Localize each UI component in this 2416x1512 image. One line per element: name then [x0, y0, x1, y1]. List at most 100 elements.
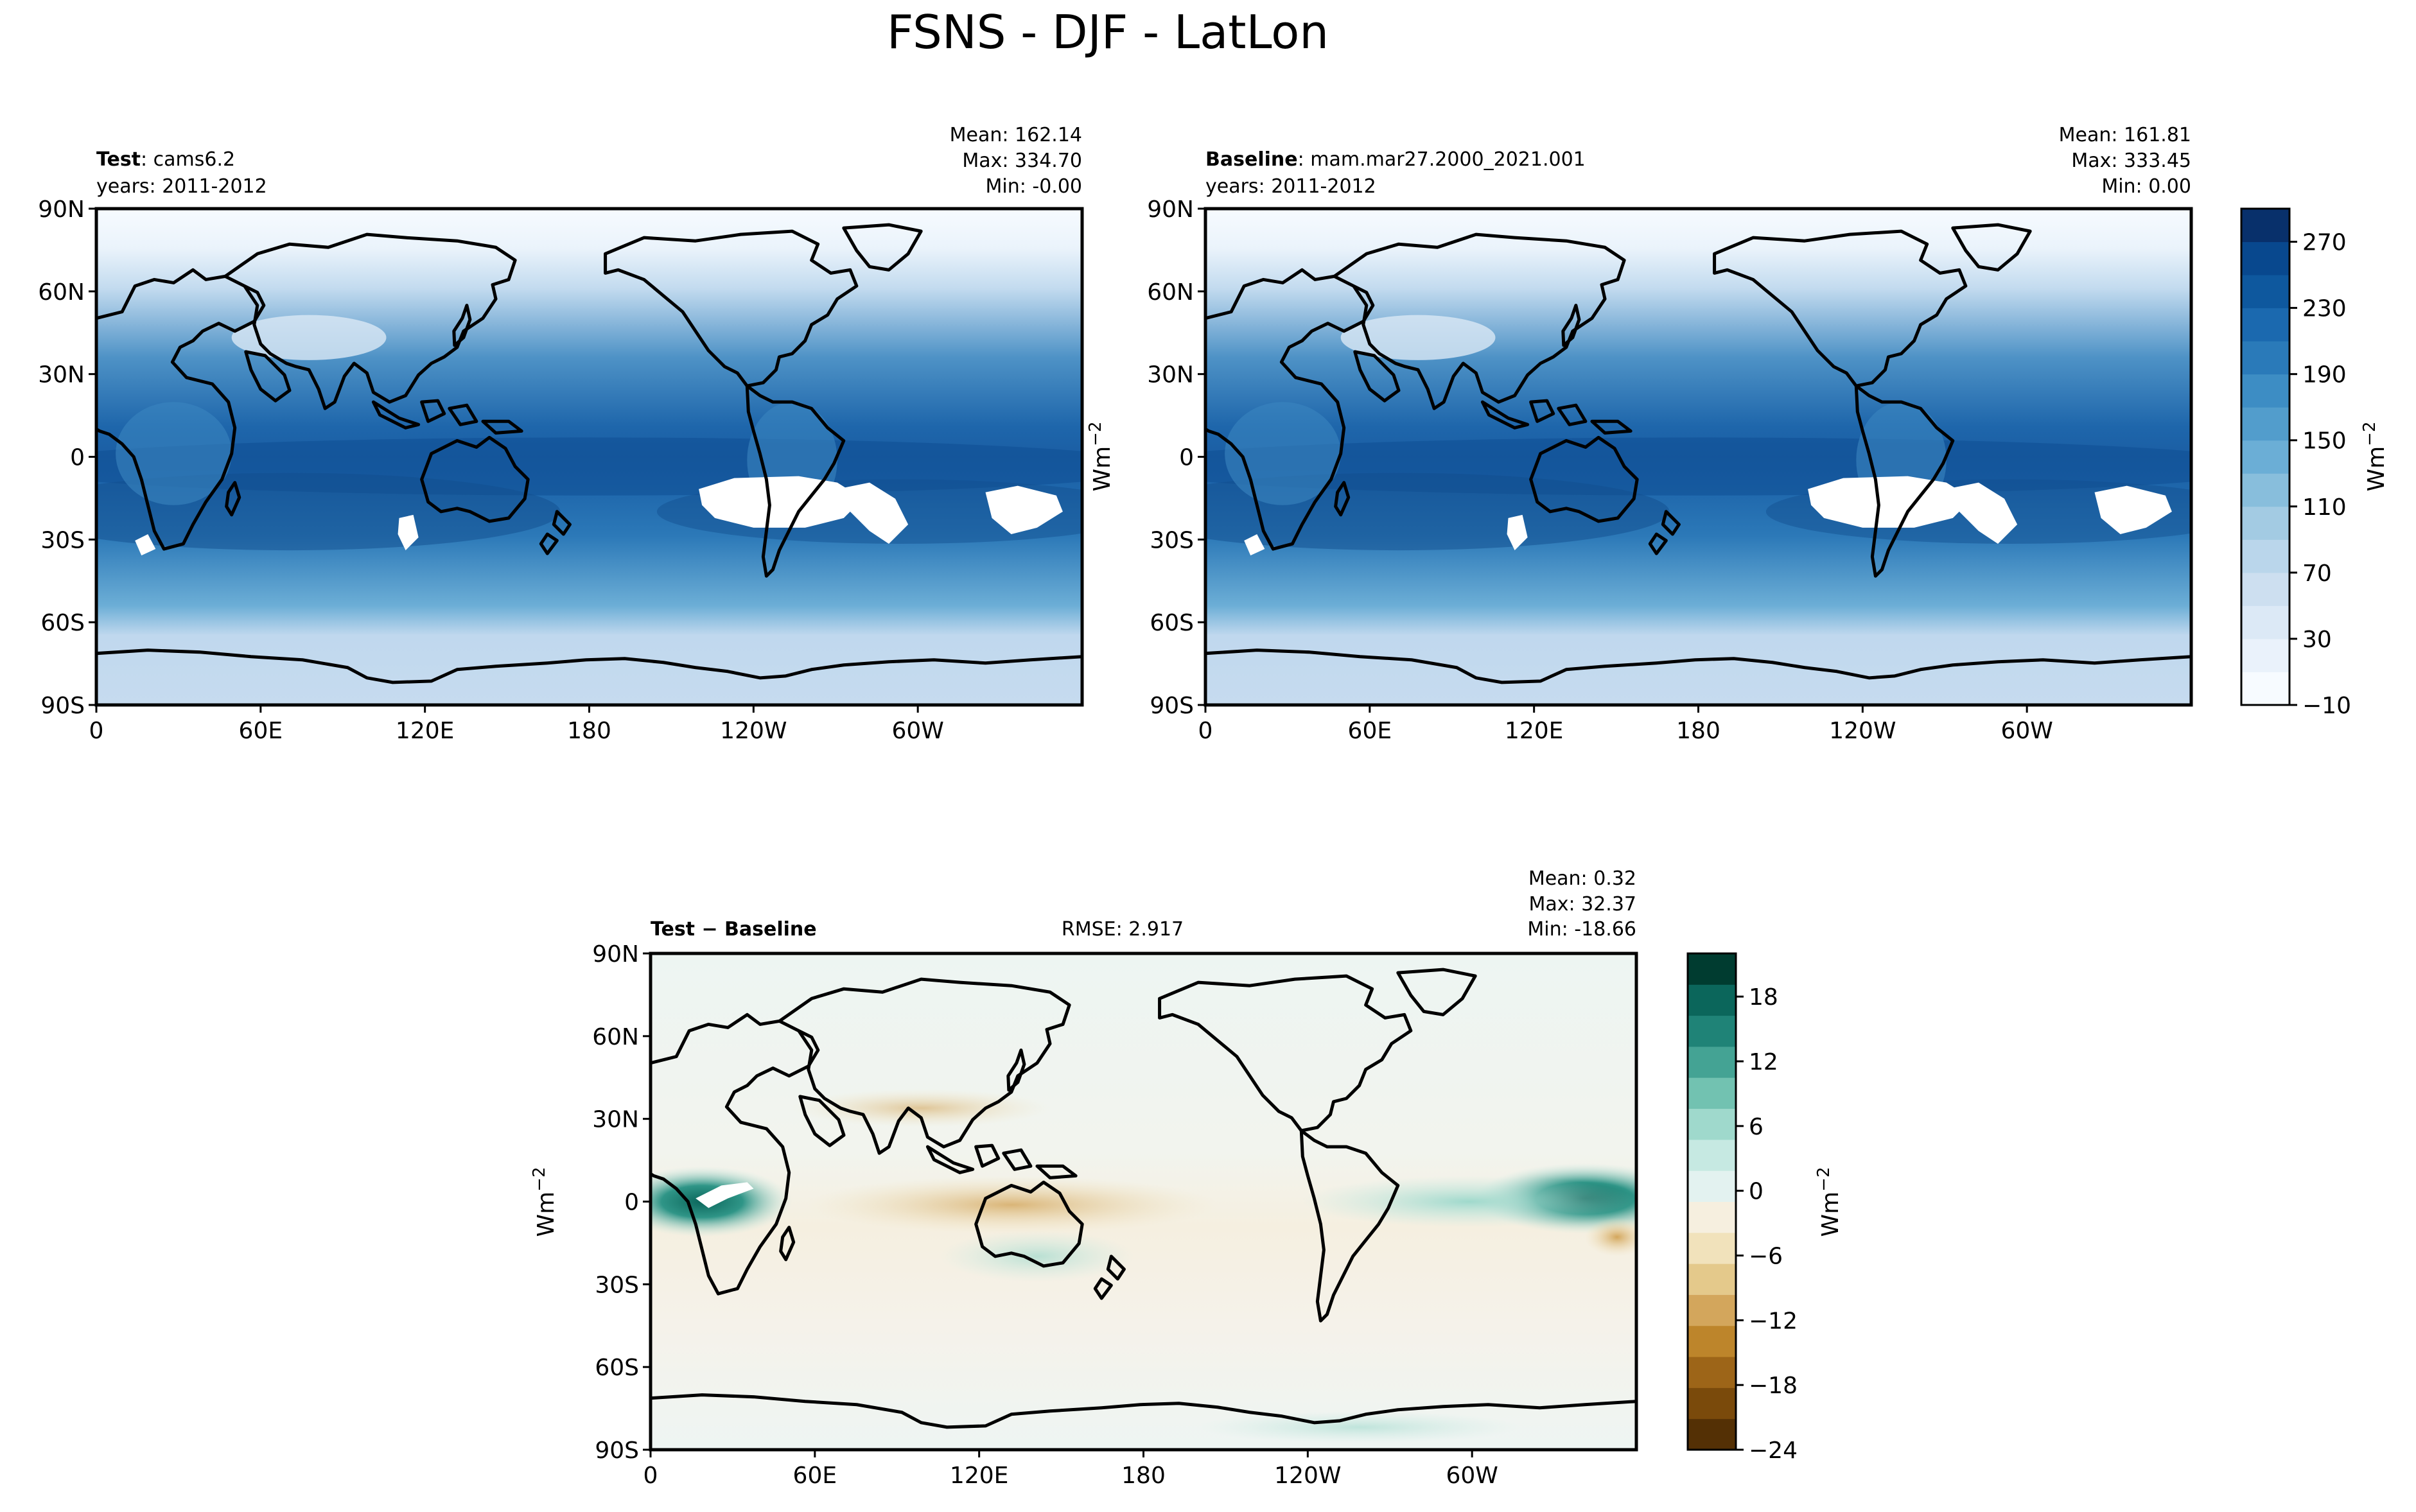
panel-diff-ytick-label: 90N	[592, 941, 639, 968]
panel-test-years: years: 2011-2012	[96, 175, 267, 198]
panel-diff-ylabel: Wm−2	[530, 1167, 559, 1237]
panel-baseline-ylabel: Wm−2	[1086, 422, 1116, 492]
panel-baseline-stat-min: Min: 0.00	[2101, 175, 2191, 198]
colorbar-diff-segment	[1688, 984, 1736, 1016]
panel-test-white-region-australia	[398, 514, 419, 551]
colorbar-main-label-base: Wm	[2363, 446, 2390, 492]
panel-diff-rmse: RMSE: 2.917	[1062, 918, 1184, 941]
colorbar-diff-segment	[1688, 1077, 1736, 1109]
colorbar-main-segment	[2241, 308, 2289, 342]
colorbar-main-segment	[2241, 407, 2289, 441]
colorbar-main-segment	[2241, 440, 2289, 474]
panel-diff-stat-min: Min: -18.66	[1527, 918, 1636, 941]
colorbar-main-label-sup: −2	[2360, 422, 2379, 446]
panel-baseline-xtick-label: 180	[1676, 718, 1720, 744]
panel-baseline-xtick-label: 60W	[2000, 718, 2053, 744]
colorbar-main-segment	[2241, 638, 2289, 672]
colorbar-main-segment	[2241, 209, 2289, 243]
colorbar-diff-segment	[1688, 1357, 1736, 1388]
panel-diff-ytick-label: 90S	[595, 1438, 639, 1464]
figure-title: FSNS - DJF - LatLon	[887, 5, 1329, 59]
colorbar-diff-frame	[1686, 952, 1737, 1451]
colorbar-diff-tick-label: 18	[1749, 984, 1778, 1011]
colorbar-diff-tick-label: −18	[1749, 1373, 1798, 1399]
colorbar-main-tick-label: 110	[2302, 494, 2347, 521]
panel-baseline-white-region-pacific	[1808, 476, 1972, 528]
panel-test-xticks: 0 60E 120E 180 120W 60W	[89, 705, 944, 744]
panel-baseline-ytick-label: 60S	[1150, 610, 1194, 636]
colorbar-diff-segment	[1688, 953, 1736, 985]
panel-baseline-ytick-label: 90S	[1150, 693, 1194, 719]
colorbar-diff-label-sup: −2	[1814, 1167, 1834, 1192]
panel-diff-stat-mean: Mean: 0.32	[1528, 867, 1636, 890]
panel-test-xtick-label: 0	[89, 718, 104, 744]
colorbar-diff-segment	[1688, 1139, 1736, 1171]
colorbar-diff-segment	[1688, 1201, 1736, 1233]
panel-test-xtick-label: 180	[567, 718, 611, 744]
panel-baseline-xtick-label: 60E	[1348, 718, 1392, 744]
panel-diff-xtick-label: 60W	[1446, 1463, 1498, 1489]
colorbar-diff-tick-label: 0	[1749, 1179, 1764, 1205]
panel-baseline-ytick-label: 0	[1179, 445, 1194, 471]
panel-baseline-label-bold: Baseline	[1205, 148, 1298, 171]
colorbar-diff: 18 12 6 0 −6 −12 −18 −24	[1686, 952, 1798, 1464]
colorbar-diff-tick-label: −24	[1749, 1438, 1798, 1464]
panel-baseline-white-region-australia	[1507, 514, 1528, 551]
colorbar-main-frame	[2240, 207, 2291, 706]
panel-test-label-bold: Test	[96, 148, 141, 171]
panel-baseline-xtick-label: 120W	[1829, 718, 1896, 744]
colorbar-diff-segment	[1688, 1387, 1736, 1420]
panel-baseline-ytick-label: 90N	[1147, 196, 1194, 223]
panel-diff-xtick-label: 120W	[1274, 1463, 1341, 1489]
panel-test-ytick-label: 90N	[38, 196, 85, 223]
panel-diff-xtick-label: 60E	[793, 1463, 837, 1489]
colorbar-main-tick-label: 30	[2302, 627, 2332, 653]
panel-test-xtick-label: 120E	[396, 718, 454, 744]
colorbar-main-tick-label: 70	[2302, 560, 2332, 587]
panel-test-xtick-label: 60W	[891, 718, 943, 744]
panel-test-label: Test: cams6.2	[96, 148, 235, 171]
panel-test-stat-max: Max: 334.70	[962, 150, 1082, 172]
panel-baseline-label-rest: : mam.mar27.2000_2021.001	[1298, 148, 1586, 171]
colorbar-diff-tick-label: −12	[1749, 1308, 1798, 1334]
colorbar-diff-segment	[1688, 1232, 1736, 1264]
panel-diff-white-region-sahel	[696, 1182, 754, 1208]
panel-diff-xtick-label: 120E	[950, 1463, 1008, 1489]
panel-diff-ytick-label: 30S	[595, 1272, 639, 1298]
panel-diff-xtick-label: 0	[643, 1463, 658, 1489]
panel-test-white-region-pacific	[699, 476, 863, 528]
colorbar-main-segment	[2241, 672, 2289, 706]
panel-diff-xtick-label: 180	[1121, 1463, 1166, 1489]
panel-diff-stat-max: Max: 32.37	[1528, 893, 1636, 916]
panel-test-white-region-africa	[135, 534, 156, 556]
panel-baseline-white-region-africa	[1244, 534, 1265, 556]
colorbar-main-tick-label: 190	[2302, 362, 2347, 388]
panel-baseline: Baseline: mam.mar27.2000_2021.001 years:…	[1086, 124, 2193, 744]
panel-baseline-xticks: 0 60E 120E 180 120W 60W	[1198, 705, 2053, 744]
panel-baseline-yticks: 90N 60N 30N 0 30S 60S 90S	[1147, 196, 1205, 719]
panel-test-stat-mean: Mean: 162.14	[950, 124, 1082, 146]
colorbar-diff-tick-label: 12	[1749, 1049, 1778, 1075]
panel-baseline-stat-mean: Mean: 161.81	[2059, 124, 2191, 146]
panel-test-stat-min: Min: -0.00	[986, 175, 1083, 198]
panel-test-ytick-label: 30N	[38, 362, 85, 388]
panel-test-ytick-label: 90S	[40, 693, 85, 719]
colorbar-main-tick-label: 270	[2302, 230, 2347, 256]
panel-baseline-white-region-chile	[1946, 482, 2018, 544]
panel-baseline-stat-max: Max: 333.45	[2071, 150, 2191, 172]
colorbar-diff-label-base: Wm	[1817, 1192, 1844, 1237]
panel-test-white-region-chile	[837, 482, 909, 544]
colorbar-diff-segment	[1688, 1294, 1736, 1326]
panel-test-white-region-atlantic	[985, 485, 1063, 534]
panel-baseline-white-region-atlantic	[2094, 485, 2172, 534]
colorbar-diff-tick-label: −6	[1749, 1244, 1783, 1270]
colorbar-main-tick-label: −10	[2302, 693, 2351, 719]
colorbar-main-segment	[2241, 539, 2289, 573]
panel-diff-yticks: 90N 60N 30N 0 30S 60S 90S	[592, 941, 651, 1464]
colorbar-main-segment	[2241, 275, 2289, 309]
colorbar-diff-label: Wm−2	[1814, 1167, 1844, 1237]
colorbar-main-segment	[2241, 341, 2289, 375]
colorbar-diff-segment	[1688, 1108, 1736, 1140]
panel-baseline-label: Baseline: mam.mar27.2000_2021.001	[1205, 148, 1586, 171]
panel-test-yticks: 90N 60N 30N 0 30S 60S 90S	[38, 196, 96, 719]
